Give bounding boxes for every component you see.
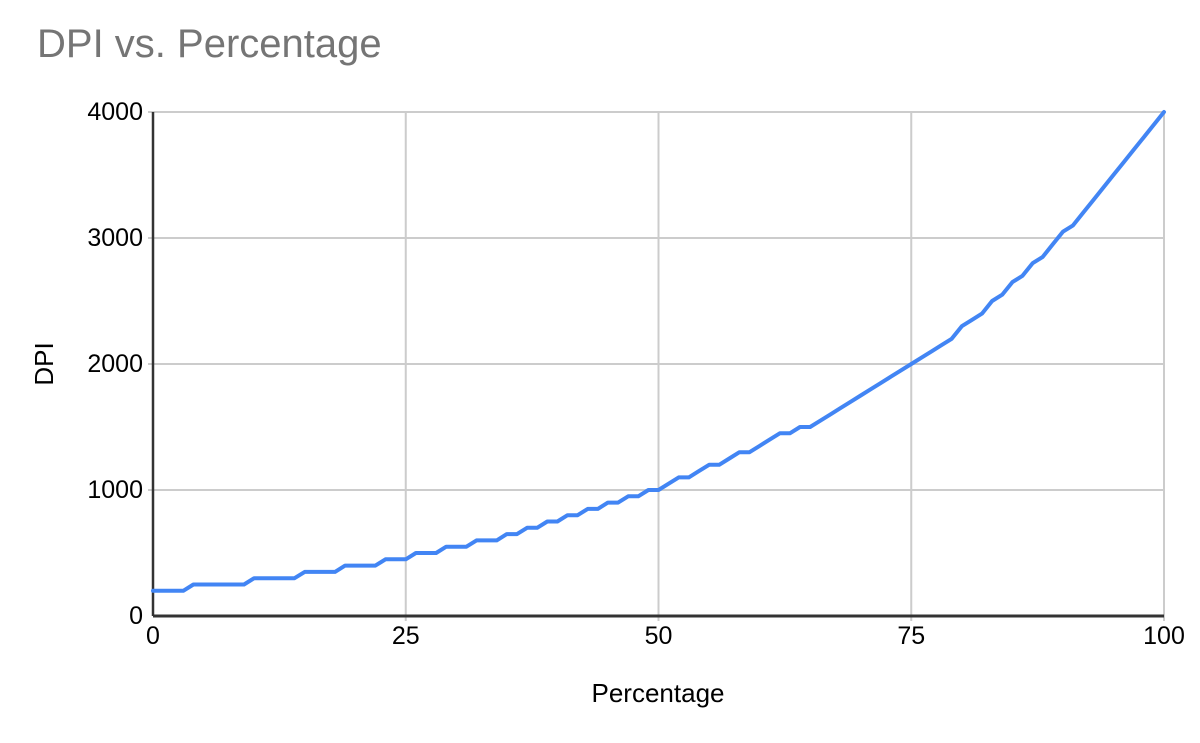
x-tick-label: 75 <box>897 622 926 650</box>
y-tick-label: 2000 <box>87 350 143 378</box>
y-tick-label: 1000 <box>87 476 143 504</box>
x-tick-label: 100 <box>1143 622 1185 650</box>
y-tick-label: 3000 <box>87 224 143 252</box>
x-tick-label: 50 <box>644 622 673 650</box>
data-line-dpi <box>151 110 1166 593</box>
x-tick-label: 25 <box>391 622 420 650</box>
plot-area <box>148 110 1166 621</box>
y-tick-label: 4000 <box>87 98 143 126</box>
y-tick-label: 0 <box>129 602 143 630</box>
chart-title: DPI vs. Percentage <box>37 22 382 66</box>
x-tick-label: 0 <box>146 622 160 650</box>
x-axis-title: Percentage <box>591 678 725 708</box>
